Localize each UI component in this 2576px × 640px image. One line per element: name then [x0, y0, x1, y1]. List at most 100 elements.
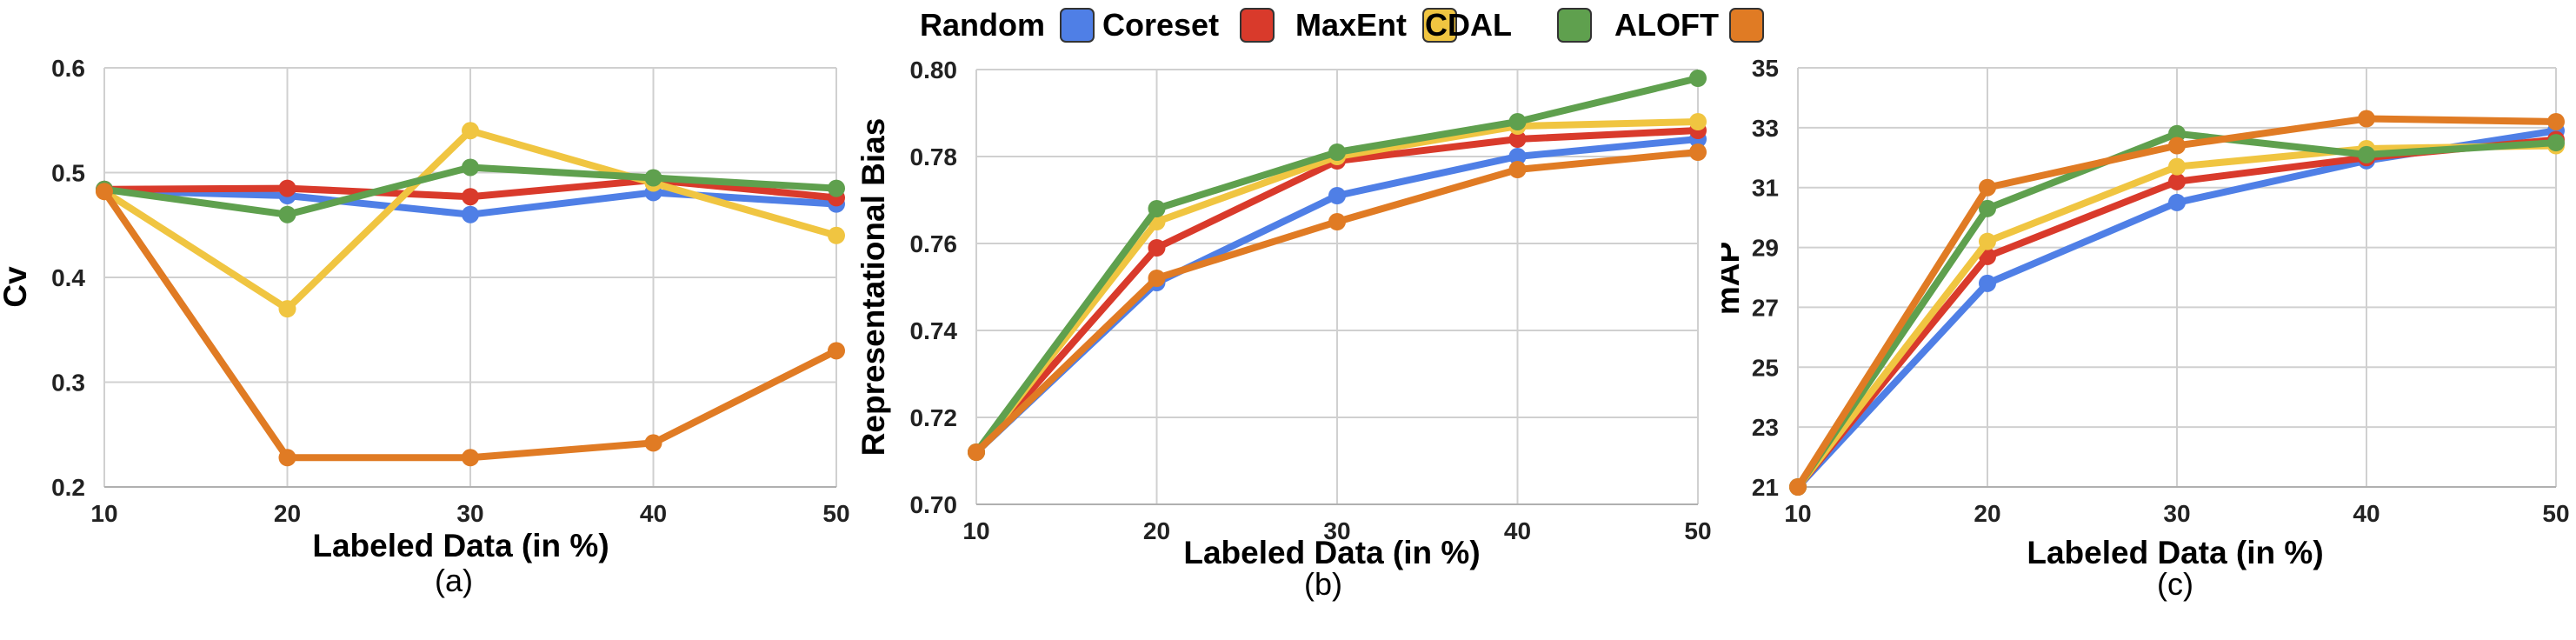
- data-point-aloft: [1508, 161, 1527, 178]
- legend-label-maxent: MaxEnt: [1295, 7, 1407, 43]
- y-axis-label: Representational Bias: [861, 118, 891, 457]
- x-tick-label: 30: [456, 500, 483, 527]
- data-point-random: [1508, 148, 1527, 165]
- data-point-coreset: [278, 179, 296, 197]
- x-tick-label: 10: [962, 517, 989, 544]
- data-point-coreset: [2168, 172, 2186, 190]
- data-point-maxent: [278, 300, 296, 318]
- data-point-aloft: [968, 443, 985, 461]
- legend-swatch-coreset: [1240, 8, 1275, 43]
- data-point-random: [2168, 193, 2186, 211]
- data-point-maxent: [1689, 113, 1707, 130]
- y-tick-label: 0.5: [51, 160, 85, 187]
- y-tick-label: 29: [1752, 235, 1779, 262]
- x-tick-label: 30: [2163, 500, 2190, 527]
- y-tick-label: 35: [1752, 55, 1779, 82]
- x-tick-label: 10: [1784, 500, 1811, 527]
- data-point-maxent: [1979, 232, 1996, 250]
- data-point-cdal: [828, 179, 845, 197]
- data-point-coreset: [462, 188, 479, 206]
- x-tick-label: 20: [1974, 500, 2000, 527]
- y-tick-label: 0.6: [51, 55, 85, 82]
- y-tick-label: 25: [1752, 354, 1779, 381]
- x-tick-label: 10: [90, 500, 117, 527]
- data-point-aloft: [644, 434, 662, 452]
- data-point-aloft: [2547, 112, 2565, 130]
- legend-label-cdal: CDAL: [1425, 7, 1512, 43]
- data-point-random: [1979, 274, 1996, 292]
- chart-panel-b: 0.70 0.72 0.74 0.76 0.78 0.80 10 20 30 40 50 Repres…: [861, 57, 1712, 602]
- y-tick-label: 0.78: [910, 143, 958, 170]
- data-point-aloft: [1328, 213, 1346, 230]
- data-point-random: [1328, 187, 1346, 204]
- panel-caption: (a): [435, 563, 473, 598]
- data-point-cdal: [1148, 200, 1166, 217]
- y-tick-label: 0.76: [910, 230, 958, 257]
- data-point-cdal: [1328, 143, 1346, 161]
- x-tick-label: 50: [1684, 517, 1711, 544]
- legend: Random Coreset MaxEnt CDAL ALOFT: [920, 7, 1764, 43]
- legend-label-aloft: ALOFT: [1614, 7, 1719, 43]
- data-point-cdal: [644, 169, 662, 187]
- data-point-cdal: [2547, 134, 2565, 152]
- data-point-coreset: [1148, 239, 1166, 257]
- legend-swatch-random: [1060, 8, 1095, 43]
- data-point-aloft: [1148, 270, 1166, 287]
- y-tick-label: 31: [1752, 175, 1779, 202]
- data-point-cdal: [1689, 70, 1707, 87]
- y-axis-label: mAP: [1721, 242, 1746, 315]
- y-tick-label: 0.3: [51, 370, 85, 397]
- data-point-aloft: [462, 449, 479, 467]
- chart-panel-a: 0.2 0.3 0.4 0.5 0.6 10 20 30 40 50 Cv Labeled Data …: [0, 55, 850, 598]
- data-point-cdal: [278, 205, 296, 223]
- data-point-aloft: [828, 342, 845, 360]
- x-tick-label: 40: [640, 500, 667, 527]
- data-point-aloft: [2168, 137, 2186, 155]
- y-tick-label: 0.80: [910, 57, 958, 83]
- data-point-cdal: [462, 158, 479, 177]
- data-point-cdal: [1508, 113, 1527, 130]
- x-tick-label: 40: [1504, 517, 1531, 544]
- legend-label-coreset: Coreset: [1102, 7, 1219, 43]
- data-point-maxent: [462, 122, 479, 140]
- legend-label-random: Random: [920, 7, 1045, 43]
- data-point-random: [462, 205, 479, 223]
- y-tick-label: 0.4: [51, 264, 85, 291]
- y-tick-label: 0.74: [910, 317, 958, 344]
- x-axis-label: Labeled Data (in %): [312, 528, 609, 563]
- y-tick-label: 21: [1752, 474, 1779, 501]
- data-point-aloft: [278, 449, 296, 467]
- x-axis-label: Labeled Data (in %): [2027, 535, 2323, 570]
- data-point-cdal: [2358, 145, 2375, 163]
- x-tick-label: 50: [822, 500, 849, 527]
- legend-swatch-maxent: [1422, 8, 1457, 43]
- data-point-maxent: [828, 226, 845, 244]
- y-tick-label: 33: [1752, 115, 1779, 142]
- y-tick-label: 23: [1752, 414, 1779, 441]
- data-point-aloft: [2358, 110, 2375, 128]
- data-point-aloft: [1979, 178, 1996, 197]
- data-point-cdal: [1979, 199, 1996, 217]
- panel-caption: (b): [1304, 566, 1342, 602]
- legend-swatch-cdal: [1557, 8, 1592, 43]
- data-point-aloft: [1689, 143, 1707, 161]
- x-axis-label: Labeled Data (in %): [1183, 535, 1480, 570]
- x-tick-label: 30: [1323, 517, 1350, 544]
- x-tick-label: 20: [1143, 517, 1170, 544]
- panel-caption: (c): [2157, 566, 2193, 602]
- y-tick-label: 0.2: [51, 474, 85, 501]
- data-point-cdal: [2168, 124, 2186, 143]
- data-point-maxent: [2168, 157, 2186, 176]
- y-tick-label: 0.70: [910, 491, 958, 518]
- y-axis-label: Cv: [0, 266, 33, 308]
- data-point-coreset: [1508, 130, 1527, 148]
- y-tick-label: 0.72: [910, 404, 958, 431]
- x-tick-label: 20: [274, 500, 301, 527]
- x-tick-label: 50: [2542, 500, 2569, 527]
- x-tick-label: 40: [2353, 500, 2380, 527]
- y-tick-label: 27: [1752, 294, 1779, 321]
- data-point-aloft: [96, 183, 113, 201]
- data-point-aloft: [1789, 478, 1807, 496]
- chart-panel-c: 21 23 25 27 29 31 33 35 10 20 30 40 50 mAP Labeled Dat…: [1721, 55, 2570, 602]
- legend-swatch-aloft: [1729, 8, 1764, 43]
